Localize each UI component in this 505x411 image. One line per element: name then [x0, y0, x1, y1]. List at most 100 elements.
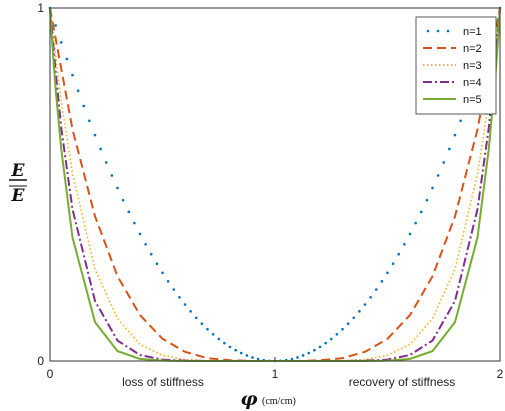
series-n1-point [121, 198, 125, 202]
x-tick-label: 0 [47, 367, 54, 381]
series-n1-point [166, 280, 170, 283]
legend-label: n=5 [463, 94, 482, 106]
legend-label: n=3 [463, 60, 482, 72]
series-n1-point [301, 354, 305, 357]
series-n1-point [127, 210, 131, 214]
annotation-recovery: recovery of stiffness [349, 375, 456, 389]
series-n1-point [211, 333, 215, 336]
legend-item-n3: n=3 [423, 60, 482, 72]
series-n1-point [307, 351, 311, 355]
legend-label: n=1 [463, 26, 482, 38]
series-n1-point [318, 345, 322, 349]
series-n1-point [329, 337, 333, 341]
y-axis-label-bottom: E [11, 186, 26, 206]
series-n1-point [346, 322, 350, 326]
series-n1-point [442, 161, 446, 164]
series-n1-point [161, 271, 164, 275]
x-axis-label-unit: (cm/cm) [262, 396, 296, 407]
series-n1-point [419, 210, 423, 214]
series-n1-point [82, 104, 86, 108]
series-n1-point [245, 354, 249, 357]
series-n1-point [425, 198, 429, 202]
legend-label: n=2 [463, 43, 482, 55]
series-n1-point [324, 341, 327, 345]
series-n1-point [369, 295, 372, 299]
series-n1-point [217, 337, 221, 341]
series-n1-point [93, 133, 97, 137]
series-n1-point [133, 221, 136, 225]
y-tick-label: 0 [37, 354, 44, 368]
x-axis-label-symbol: φ [240, 388, 257, 410]
series-n1-point [290, 357, 294, 361]
x-tick-label: 2 [497, 367, 504, 381]
series-n1-point [397, 252, 401, 256]
series-n1-point [144, 242, 147, 246]
series-n1-point [296, 356, 299, 359]
y-axis-label: E E [9, 161, 27, 206]
series-n1-point [110, 174, 114, 177]
series-n1-point [88, 119, 91, 123]
y-tick-label: 1 [37, 1, 44, 15]
series-n1-point [149, 252, 153, 256]
series-n4-line [49, 7, 501, 362]
series-n1-point [448, 147, 451, 151]
series-n1-point [189, 310, 192, 313]
legend-swatch-dot [446, 29, 450, 33]
series-n1-point [172, 288, 176, 291]
legend-item-n1: n=1 [426, 26, 482, 38]
series-n1-point [358, 310, 361, 313]
series-n1-point [436, 174, 440, 177]
legend-item-n4: n=4 [423, 77, 482, 89]
series-n1-point [403, 242, 406, 246]
series-n1-point [155, 262, 159, 266]
series-n1-point [228, 345, 232, 349]
series-n1-point [453, 133, 457, 137]
series-n1-point [341, 327, 344, 331]
series-n1-point [99, 147, 102, 151]
annotation-loss: loss of stiffness [122, 375, 204, 389]
series-n1-point [116, 186, 119, 190]
series-n1-point [223, 341, 226, 345]
series-n1-point [386, 271, 389, 275]
series-n1-point [65, 57, 69, 61]
y-axis-label-top: E [11, 161, 26, 181]
legend-swatch-dot [426, 29, 430, 33]
series-n1-point [374, 288, 378, 291]
x-axis-label: φ (cm/cm) [240, 388, 295, 410]
x-tick-label: 1 [272, 367, 279, 381]
series-n2-line [49, 7, 501, 362]
series-n1-point [256, 357, 260, 361]
series-n1-point [71, 73, 74, 77]
series-n1-point [335, 333, 339, 336]
series-n1-point [206, 327, 209, 331]
series-n1-point [234, 348, 237, 352]
series-n1-point [459, 119, 462, 123]
series-n1-point [239, 351, 243, 355]
legend-swatch-dot [436, 29, 440, 33]
series-n1-point [104, 161, 108, 164]
series-n1-point [59, 41, 63, 44]
series-n1-point [431, 186, 434, 190]
series-n1-point [183, 303, 187, 306]
legend: n=1 n=2 n=3 n=4 n=5 [415, 16, 497, 115]
legend-label: n=4 [463, 77, 482, 89]
legend-item-n5: n=5 [423, 94, 482, 106]
legend-item-n2: n=2 [423, 43, 482, 55]
series-n1-point [363, 303, 367, 306]
series-n1-point [391, 262, 395, 266]
series-n1-point [251, 356, 254, 359]
series-n1 [48, 6, 502, 363]
series-n1-point [54, 24, 57, 27]
series-n1-point [178, 295, 181, 299]
series-n1-point [352, 316, 356, 320]
series-n1-point [200, 322, 204, 326]
ticks-layer: 0 1 2 0 1 [37, 1, 503, 381]
series-n1-point [138, 232, 142, 236]
series-n1-point [194, 316, 198, 320]
series-n1-point [380, 280, 384, 283]
series-n1-point [408, 232, 412, 236]
series-n1-point [76, 89, 80, 93]
series-n1-point [414, 221, 417, 225]
series-n1-point [313, 348, 316, 352]
